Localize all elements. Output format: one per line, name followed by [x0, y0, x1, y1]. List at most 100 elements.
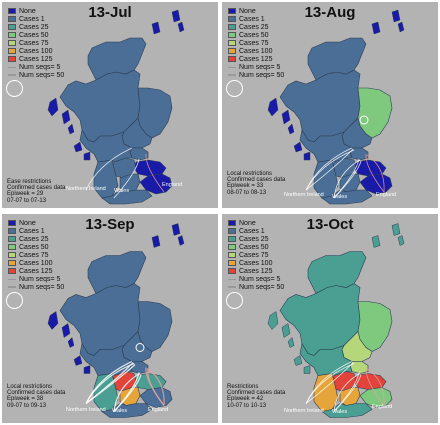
map-panel-jul: 13-Jul None Cases 1 Cases 25 Cases 50 Cases … [2, 2, 218, 208]
island [287, 337, 295, 348]
legend-label: Cases 100 [239, 259, 273, 267]
legend-label: Cases 50 [19, 243, 49, 251]
legend-label: Num seqs= 50 [19, 283, 65, 291]
transmission-line [333, 160, 362, 199]
seq-circle [135, 343, 145, 352]
legend-item: Cases 75 [228, 39, 284, 47]
legend-item: Cases 75 [8, 251, 64, 259]
legend-line [228, 74, 236, 76]
data-source-text: Confirmed cases data [227, 390, 286, 397]
legend-label: Cases 1 [239, 15, 265, 23]
data-source-text: Confirmed cases data [7, 185, 66, 192]
transmission-line [333, 373, 361, 412]
legend-label: Cases 75 [19, 251, 49, 259]
legend-label: Cases 125 [19, 55, 53, 63]
date-range-text: 10-07 to 10-13 [227, 402, 267, 409]
info-block: Local restrictions Confirmed cases data … [227, 171, 285, 196]
transmission-line [333, 374, 362, 412]
region-lanark [339, 387, 361, 406]
legend-item: Cases 25 [228, 23, 284, 31]
legend-label: Num seqs= 50 [239, 283, 285, 291]
island [47, 311, 59, 330]
legend-item: Cases 50 [228, 31, 284, 39]
region-fife [129, 147, 149, 161]
legend-label: None [19, 7, 36, 15]
transmission-line [113, 374, 142, 412]
legend-seq-item: Num seqs= 50 [228, 71, 284, 79]
legend-swatch [228, 24, 236, 30]
info-block: Local restrictions Confirmed cases data … [7, 384, 65, 409]
island [371, 21, 381, 35]
label-wales: Wales [332, 409, 348, 415]
restriction-text: Restrictions [227, 383, 259, 390]
island [267, 97, 279, 117]
legend-label: Cases 1 [239, 227, 265, 235]
restriction-text: Local restrictions [7, 383, 53, 390]
legend-label: Cases 75 [19, 39, 49, 47]
region-north [87, 251, 147, 294]
seq-circle [359, 115, 369, 125]
island [391, 9, 401, 23]
legend-seq-item: Num seqs= 5 [8, 275, 64, 283]
legend-label: Cases 25 [19, 235, 49, 243]
island [281, 323, 291, 338]
legend-label: Cases 100 [239, 47, 273, 55]
epiweek-text: Epiweek = 42 [227, 396, 264, 403]
label-wales: Wales [114, 188, 130, 194]
legend-swatch [8, 244, 16, 250]
legend-item: Cases 1 [8, 227, 64, 235]
transmission-line [85, 147, 133, 191]
legend-label: Cases 50 [239, 243, 269, 251]
island [67, 337, 75, 348]
label-northern-ireland: Northern Ireland [284, 192, 324, 198]
legend-label: Num seqs= 50 [239, 71, 285, 79]
region-dg [101, 189, 153, 205]
island [61, 323, 71, 338]
legend-item: None [8, 7, 64, 15]
region-north [307, 37, 367, 81]
legend-label: Cases 75 [239, 39, 269, 47]
legend-item: Cases 25 [228, 235, 284, 243]
legend-line [228, 286, 236, 288]
transmission-line [145, 153, 165, 193]
legend-item: Cases 100 [8, 259, 64, 267]
legend-item: Cases 75 [228, 251, 284, 259]
island [73, 355, 83, 366]
transmission-line [333, 159, 361, 199]
seq-size-circle-icon [6, 292, 23, 309]
island [397, 235, 405, 246]
legend-item: Cases 125 [8, 55, 64, 63]
epiweek-text: Epiweek = 38 [7, 396, 44, 403]
legend-swatch [8, 16, 16, 22]
island [83, 365, 91, 374]
region-lothian [353, 159, 387, 177]
transmission-line [365, 153, 385, 193]
legend-label: Cases 100 [19, 47, 53, 55]
transmission-line [146, 368, 165, 406]
legend-line [8, 286, 16, 288]
legend-label: Num seqs= 5 [19, 63, 61, 71]
label-england: England [148, 407, 169, 413]
legend-seq-item: Num seqs= 5 [228, 63, 284, 71]
data-source-text: Confirmed cases data [227, 177, 286, 184]
legend-item: Cases 1 [8, 15, 64, 23]
legend-swatch [228, 244, 236, 250]
legend-swatch [228, 40, 236, 46]
legend-label: Num seqs= 50 [19, 71, 65, 79]
seq-size-circle-icon [226, 292, 243, 309]
region-north [87, 37, 147, 81]
legend-label: None [19, 219, 36, 227]
legend-seq-item: Num seqs= 50 [8, 283, 64, 291]
transmission-line [113, 372, 141, 412]
legend-swatch [228, 268, 236, 274]
scotland-map [47, 223, 185, 418]
legend-swatch [8, 24, 16, 30]
legend: None Cases 1 Cases 25 Cases 50 Cases 75 Cases… [8, 7, 64, 79]
island [287, 123, 295, 135]
date-range-text: 08-07 to 08-13 [227, 189, 267, 196]
region-dg [321, 403, 373, 418]
island [391, 223, 401, 236]
legend-swatch [8, 8, 16, 14]
legend-item: None [8, 219, 64, 227]
panel-title: 13-Oct [306, 216, 354, 233]
